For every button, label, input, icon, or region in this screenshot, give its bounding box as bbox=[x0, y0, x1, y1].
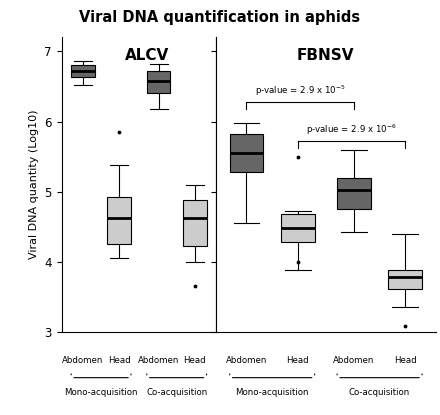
Bar bbox=[107, 197, 131, 244]
Text: p-value = 2.9 x 10$^{-6}$: p-value = 2.9 x 10$^{-6}$ bbox=[306, 122, 397, 137]
Text: Abdomen: Abdomen bbox=[333, 356, 374, 364]
Text: Viral DNA quantification in aphids: Viral DNA quantification in aphids bbox=[80, 10, 360, 25]
Text: Co-acquisition: Co-acquisition bbox=[349, 388, 410, 397]
Bar bbox=[337, 178, 370, 209]
Text: Head: Head bbox=[394, 356, 417, 364]
Text: Head: Head bbox=[108, 356, 130, 364]
Text: Head: Head bbox=[183, 356, 206, 364]
Text: Co-acquisition: Co-acquisition bbox=[146, 388, 207, 397]
Bar bbox=[389, 270, 422, 288]
Y-axis label: Viral DNA quantity (Log10): Viral DNA quantity (Log10) bbox=[29, 110, 39, 259]
Text: ALCV: ALCV bbox=[125, 48, 169, 63]
Text: Abdomen: Abdomen bbox=[138, 356, 179, 364]
Text: Mono-acquisition: Mono-acquisition bbox=[64, 388, 138, 397]
Text: Abdomen: Abdomen bbox=[62, 356, 104, 364]
Bar bbox=[281, 214, 315, 242]
Text: Abdomen: Abdomen bbox=[226, 356, 267, 364]
Bar bbox=[230, 134, 263, 172]
Bar bbox=[147, 71, 170, 93]
Bar bbox=[183, 200, 207, 247]
Text: p-value = 2.9 x 10$^{-5}$: p-value = 2.9 x 10$^{-5}$ bbox=[255, 83, 345, 98]
Text: Head: Head bbox=[286, 356, 309, 364]
Text: FBNSV: FBNSV bbox=[297, 48, 355, 63]
Bar bbox=[71, 66, 95, 77]
Text: Mono-acquisition: Mono-acquisition bbox=[235, 388, 309, 397]
